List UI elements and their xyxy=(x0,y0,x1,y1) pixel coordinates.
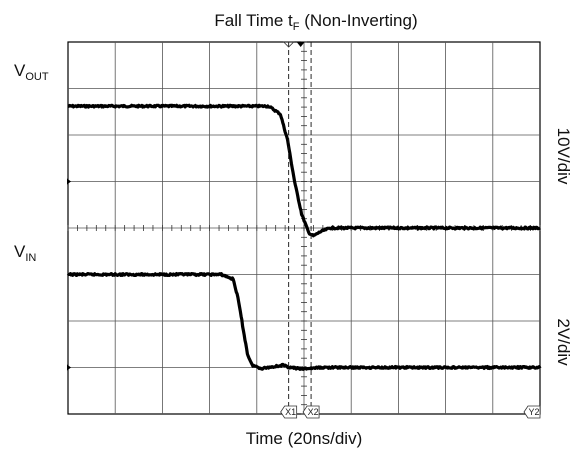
trigger-marker xyxy=(296,42,305,47)
trigger-marker xyxy=(282,41,295,48)
cursor-tag xyxy=(523,405,541,419)
chart-title: Fall Time tF (Non-Inverting) xyxy=(214,11,417,33)
ground-marker xyxy=(67,178,71,185)
cursor-flag: Y2 xyxy=(523,405,541,419)
graticule xyxy=(67,41,541,415)
cursor-label: X2 xyxy=(308,407,319,417)
cursors: X1 X2 Y2 xyxy=(280,41,541,419)
cursor-flag: X1 xyxy=(280,405,298,419)
vout-label: VOUT xyxy=(14,61,49,83)
vin-label: VIN xyxy=(14,242,36,264)
traces xyxy=(66,103,542,371)
cursor-label: X1 xyxy=(285,407,296,417)
vout-scale-label: 10V/div xyxy=(554,128,573,185)
cursor-tag xyxy=(302,405,320,419)
cursor-flag: X2 xyxy=(302,405,320,419)
vin-scale-label: 2V/div xyxy=(554,318,573,366)
x-axis-label: Time (20ns/div) xyxy=(246,429,363,448)
trace-line xyxy=(67,103,541,238)
cursor-label: Y2 xyxy=(528,407,539,417)
cursor-tag xyxy=(280,405,298,419)
trace-line xyxy=(66,272,542,371)
ground-marker xyxy=(67,364,71,371)
